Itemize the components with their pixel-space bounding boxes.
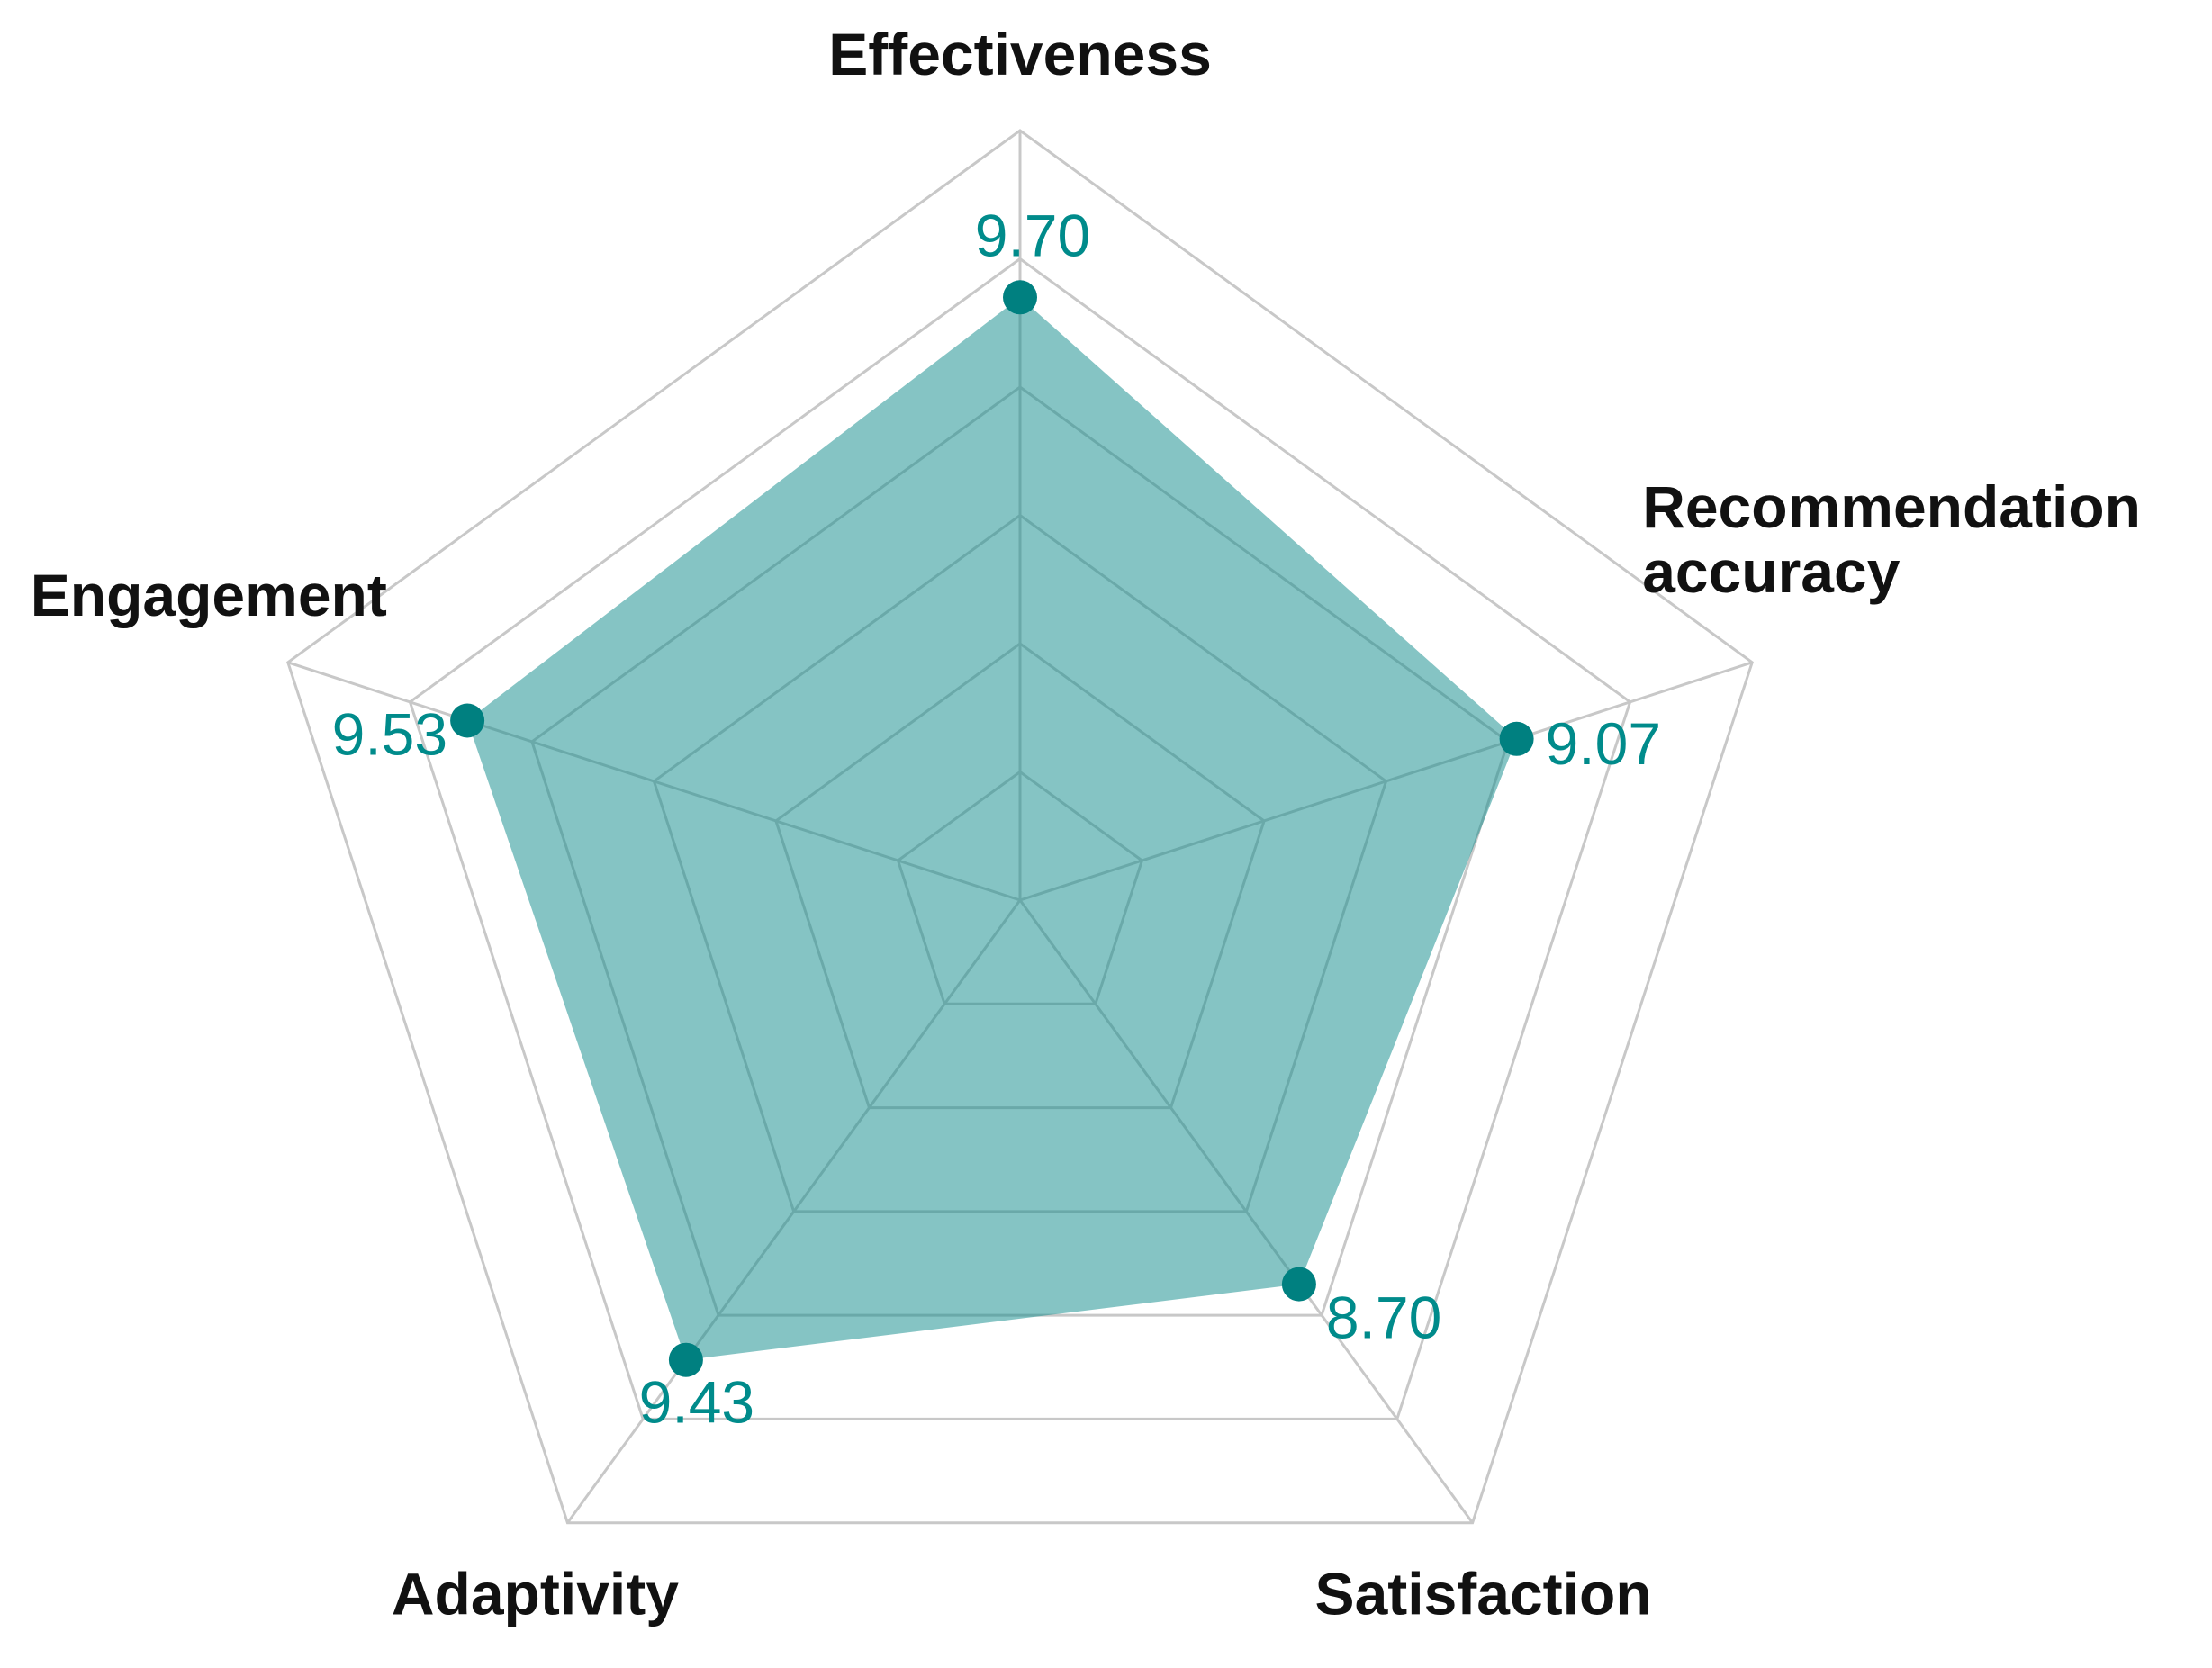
value-label-2: 8.70 xyxy=(1326,1285,1441,1351)
radar-series: 9.70 9.07 8.70 9.43 9.53 xyxy=(332,202,1661,1435)
value-label-0: 9.70 xyxy=(975,202,1090,268)
data-point-3 xyxy=(668,1342,703,1377)
value-label-1: 9.07 xyxy=(1546,710,1661,777)
value-label-4: 9.53 xyxy=(332,701,447,768)
axis-label-line: Adaptivity xyxy=(392,1561,679,1627)
axis-label-recommendation-accuracy: Recommendation accuracy xyxy=(1642,473,2141,605)
data-point-1 xyxy=(1499,721,1534,756)
axis-label-line: Engagement xyxy=(31,562,387,628)
axis-label-engagement: Engagement xyxy=(31,562,387,628)
axis-label-adaptivity: Adaptivity xyxy=(392,1561,679,1627)
radar-labels: Effectiveness Recommendation accuracy Satis… xyxy=(31,21,2141,1627)
value-label-3: 9.43 xyxy=(639,1369,754,1436)
grid-ring-10 xyxy=(408,257,1632,1420)
data-point-2 xyxy=(1281,1267,1316,1302)
axis-label-effectiveness: Effectiveness xyxy=(828,21,1212,87)
series-area xyxy=(467,297,1517,1360)
axis-label-line: Recommendation xyxy=(1642,473,2141,540)
axis-label-satisfaction: Satisfaction xyxy=(1315,1561,1652,1627)
axis-label-line: Effectiveness xyxy=(828,21,1212,87)
grid-ring-11 xyxy=(286,129,1754,1525)
data-point-4 xyxy=(450,703,485,738)
axis-label-line: accuracy xyxy=(1642,538,1901,605)
axis-label-line: Satisfaction xyxy=(1315,1561,1652,1627)
data-point-0 xyxy=(1003,280,1037,315)
